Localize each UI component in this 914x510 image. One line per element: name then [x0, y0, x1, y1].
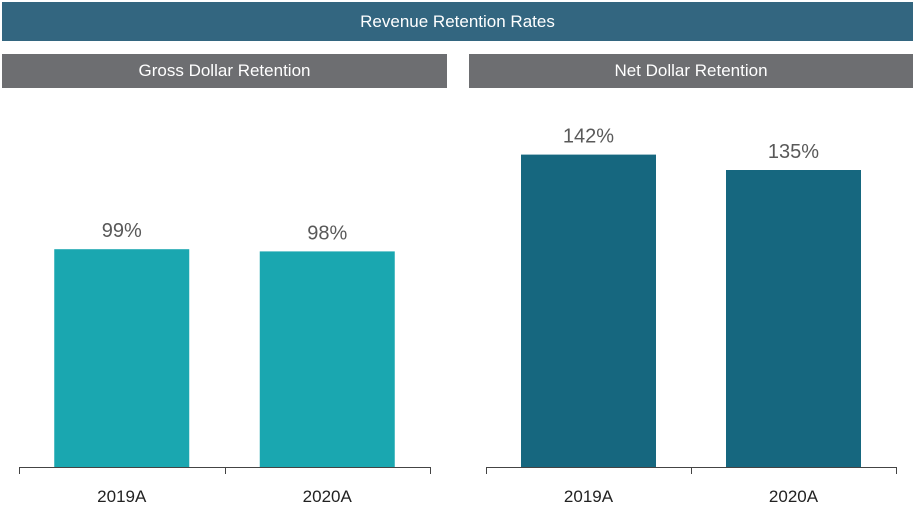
bar-2020A [259, 251, 395, 467]
data-label: 99% [102, 220, 142, 242]
bar-2020A [726, 170, 861, 467]
data-label: 98% [307, 222, 347, 244]
x-tick-label: 2019A [97, 487, 147, 506]
data-label: 142% [563, 126, 614, 148]
bar-2019A [54, 249, 190, 467]
gross-retention-title: Gross Dollar Retention [2, 54, 447, 88]
bar-2019A [521, 154, 656, 467]
x-tick-label: 2019A [564, 487, 614, 506]
x-tick-label: 2020A [769, 487, 819, 506]
x-tick-label: 2020A [303, 487, 353, 506]
data-label: 135% [768, 141, 819, 163]
net-retention-title: Net Dollar Retention [469, 54, 913, 88]
chart-title: Revenue Retention Rates [2, 2, 913, 41]
